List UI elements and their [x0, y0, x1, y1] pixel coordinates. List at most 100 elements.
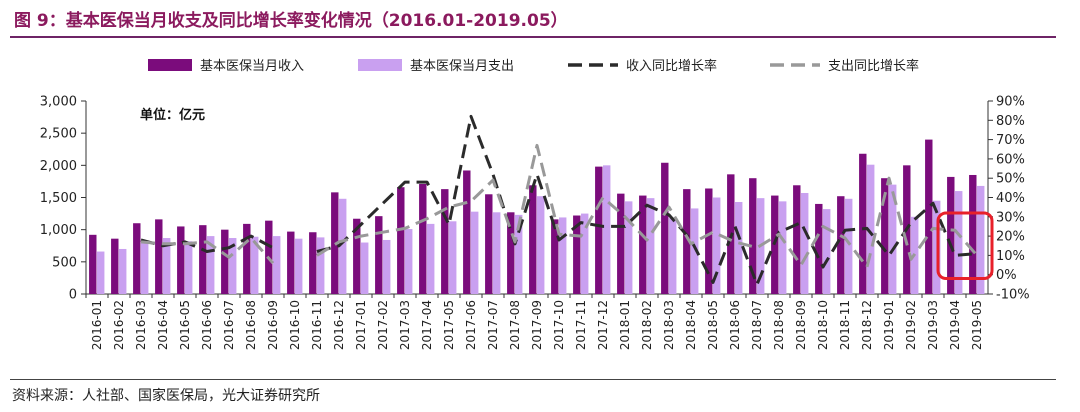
x-tick-label: 2018-01	[618, 300, 632, 350]
labels: 单位：亿元	[140, 107, 205, 123]
bar	[89, 234, 97, 294]
axes: 0 500 1,000 1,500 2,000 2,500 3,000 -10% 0% 10% 20…	[40, 95, 1030, 351]
bar	[177, 226, 185, 294]
chart-title: 图 9：基本医保当月收支及同比增长率变化情况（2016.01-2019.05）	[14, 11, 568, 31]
right-tick-label: 40%	[996, 191, 1025, 206]
bar	[573, 215, 581, 294]
bar	[317, 237, 325, 294]
bar	[493, 212, 501, 294]
bar	[361, 242, 369, 294]
bar	[801, 192, 809, 294]
legend-swatch	[148, 59, 192, 71]
bar	[251, 236, 259, 294]
bar	[243, 223, 251, 294]
bar	[207, 236, 215, 294]
right-tick-label: 90%	[996, 95, 1025, 110]
legend-label: 基本医保当月收入	[200, 59, 304, 74]
bar	[559, 217, 567, 294]
legend-label: 支出同比增长率	[828, 58, 919, 74]
x-tick-label: 2016-01	[90, 300, 104, 350]
bar	[427, 223, 435, 294]
bar	[155, 219, 163, 294]
bar	[735, 202, 743, 294]
right-tick-label: -10%	[996, 288, 1030, 303]
bar	[947, 176, 955, 294]
right-tick-label: 0%	[996, 268, 1017, 283]
bar	[375, 216, 383, 294]
bar	[691, 208, 699, 294]
x-tick-label: 2016-07	[222, 300, 236, 350]
x-tick-label: 2018-06	[728, 300, 742, 350]
left-tick-label: 2,500	[40, 127, 77, 142]
x-tick-label: 2019-04	[948, 300, 962, 350]
x-tick-label: 2017-01	[354, 300, 368, 350]
bar	[119, 248, 127, 294]
bar	[603, 165, 611, 294]
bar	[551, 219, 559, 294]
right-tick-label: 30%	[996, 210, 1025, 225]
bar	[353, 218, 361, 294]
legend: 基本医保当月收入 基本医保当月支出 收入同比增长率 支出同比增长率	[148, 58, 919, 74]
bar	[823, 209, 831, 294]
bar	[141, 241, 149, 294]
bar	[515, 214, 523, 294]
bar	[867, 164, 875, 294]
x-tick-label: 2016-02	[112, 300, 126, 350]
left-tick-label: 500	[52, 255, 77, 270]
bar	[779, 201, 787, 294]
bar	[639, 195, 647, 294]
bar	[529, 185, 537, 294]
x-tick-label: 2017-12	[596, 300, 610, 350]
bar	[683, 189, 691, 294]
bar	[581, 213, 589, 294]
x-tick-label: 2017-03	[398, 300, 412, 350]
x-tick-label: 2017-04	[420, 300, 434, 350]
x-tick-label: 2017-07	[486, 300, 500, 350]
x-tick-label: 2016-10	[288, 300, 302, 350]
left-tick-label: 2,000	[40, 159, 77, 174]
x-tick-label: 2017-02	[376, 300, 390, 350]
bar	[845, 198, 853, 294]
bar	[925, 139, 933, 294]
x-tick-label: 2016-03	[134, 300, 148, 350]
bar	[295, 238, 303, 294]
series-line	[140, 236, 275, 265]
x-tick-label: 2018-12	[860, 300, 874, 350]
chart: 基本医保当月收入 基本医保当月支出 收入同比增长率 支出同比增长率 0 500 1,000…	[40, 58, 1030, 351]
bar	[955, 191, 963, 294]
x-tick-label: 2016-12	[332, 300, 346, 350]
x-tick-label: 2016-05	[178, 300, 192, 350]
bar	[463, 170, 471, 294]
bar	[889, 184, 897, 294]
right-tick-label: 50%	[996, 172, 1025, 187]
bar	[625, 201, 633, 294]
x-tick-label: 2018-05	[706, 300, 720, 350]
right-tick-label: 60%	[996, 152, 1025, 167]
x-tick-label: 2018-10	[816, 300, 830, 350]
series-line	[316, 143, 979, 269]
right-tick-label: 70%	[996, 133, 1025, 148]
bar	[221, 229, 229, 294]
bar	[309, 232, 317, 294]
x-tick-label: 2019-02	[904, 300, 918, 350]
series-line	[316, 114, 978, 286]
bar	[977, 185, 985, 294]
legend-swatch	[358, 59, 402, 71]
bar	[449, 221, 457, 294]
bar	[815, 203, 823, 294]
x-tick-label: 2019-03	[926, 300, 940, 350]
bar	[339, 198, 347, 294]
bar	[405, 229, 413, 294]
left-tick-label: 1,000	[40, 223, 77, 238]
bar	[537, 196, 545, 294]
bar	[287, 231, 295, 294]
bar	[185, 241, 193, 294]
x-tick-label: 2016-06	[200, 300, 214, 350]
bar	[163, 238, 171, 294]
bar	[199, 225, 207, 294]
bar	[617, 193, 625, 294]
x-tick-label: 2017-11	[574, 300, 588, 350]
bar	[881, 178, 889, 294]
bar	[507, 212, 515, 294]
x-tick-label: 2016-11	[310, 300, 324, 350]
